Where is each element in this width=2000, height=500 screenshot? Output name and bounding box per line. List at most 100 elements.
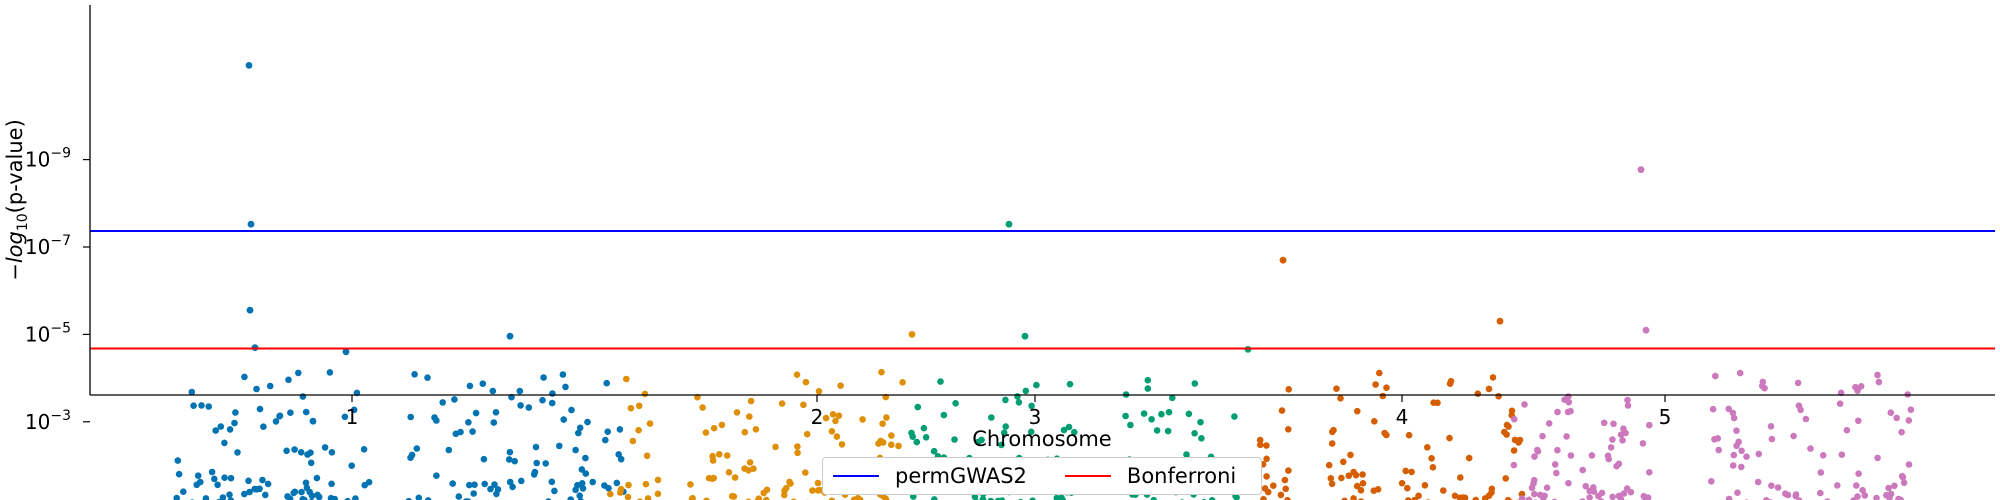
data-point xyxy=(470,490,478,497)
data-point xyxy=(1440,487,1447,494)
data-point xyxy=(1900,479,1908,487)
data-point xyxy=(487,485,494,493)
data-point xyxy=(746,413,753,420)
data-point xyxy=(299,393,307,400)
data-point xyxy=(1875,378,1883,386)
data-point xyxy=(260,423,267,431)
data-point xyxy=(778,400,786,407)
data-point xyxy=(1429,464,1437,471)
data-point xyxy=(856,496,864,500)
data-point xyxy=(567,496,574,500)
data-point xyxy=(1328,440,1336,447)
data-point xyxy=(1002,423,1009,430)
data-point xyxy=(1488,485,1496,493)
data-point xyxy=(584,418,591,426)
data-point xyxy=(716,451,723,458)
data-point xyxy=(730,493,738,500)
data-point xyxy=(1623,485,1631,492)
data-point xyxy=(572,486,579,494)
data-point xyxy=(455,493,463,500)
data-point xyxy=(314,491,321,499)
data-point xyxy=(654,476,662,484)
data-point xyxy=(266,382,274,390)
data-point xyxy=(525,404,533,411)
data-point-significant xyxy=(245,62,253,69)
data-point xyxy=(1730,414,1738,422)
data-point xyxy=(1582,482,1589,490)
data-point xyxy=(1792,492,1799,500)
data-point xyxy=(1481,495,1489,500)
data-point xyxy=(1620,425,1627,433)
data-point-significant xyxy=(246,306,254,314)
data-point xyxy=(568,406,575,414)
legend-label-permgwas2: permGWAS2 xyxy=(895,464,1027,488)
data-point xyxy=(291,446,298,453)
data-point xyxy=(1029,497,1036,500)
data-point xyxy=(272,418,280,425)
data-point xyxy=(1148,416,1155,423)
data-point xyxy=(232,409,239,416)
data-point xyxy=(479,380,487,388)
data-point xyxy=(613,479,621,487)
data-point xyxy=(1505,423,1512,430)
data-point xyxy=(173,494,180,500)
data-point xyxy=(1053,494,1061,500)
data-point xyxy=(302,408,310,416)
data-point xyxy=(302,479,310,487)
data-point xyxy=(245,477,252,485)
data-point xyxy=(291,488,299,496)
data-point xyxy=(605,484,612,492)
data-point xyxy=(449,480,457,487)
data-point xyxy=(1854,387,1861,395)
data-point xyxy=(1551,461,1559,468)
data-point xyxy=(234,449,241,456)
data-point xyxy=(1381,429,1388,437)
data-point xyxy=(859,416,866,423)
data-point xyxy=(190,402,197,410)
data-point xyxy=(1590,488,1598,495)
data-point xyxy=(211,475,218,483)
data-point xyxy=(1359,480,1367,487)
data-point xyxy=(531,468,539,476)
data-point xyxy=(1284,496,1291,500)
data-point xyxy=(198,402,205,409)
data-point xyxy=(1510,447,1518,454)
data-point xyxy=(602,436,609,444)
data-point xyxy=(1774,484,1782,491)
data-point xyxy=(1383,384,1390,392)
data-point xyxy=(1191,380,1199,387)
data-point xyxy=(1325,461,1333,469)
data-point xyxy=(1554,408,1561,416)
data-point xyxy=(539,396,546,404)
data-point xyxy=(1465,454,1473,462)
data-point xyxy=(313,474,321,482)
data-point xyxy=(1277,491,1285,499)
data-point xyxy=(772,443,779,451)
data-point xyxy=(1144,376,1152,384)
data-point xyxy=(532,443,540,451)
data-point xyxy=(1261,485,1269,492)
data-point xyxy=(781,491,788,499)
data-point xyxy=(800,401,807,409)
data-point xyxy=(654,490,662,498)
data-point xyxy=(878,368,885,376)
data-point xyxy=(533,459,540,467)
data-point xyxy=(754,497,761,500)
data-point xyxy=(1794,379,1802,387)
data-point xyxy=(1158,410,1165,418)
data-point xyxy=(617,489,624,496)
data-point xyxy=(1874,454,1881,462)
data-point xyxy=(1489,374,1497,381)
data-point xyxy=(687,481,694,488)
y-tick-label: 10−9 xyxy=(25,146,71,172)
data-point xyxy=(1185,410,1193,418)
data-point xyxy=(689,494,696,500)
data-point xyxy=(1415,492,1422,500)
data-point xyxy=(307,459,315,467)
data-point xyxy=(832,417,839,425)
data-point xyxy=(1510,415,1518,423)
data-point xyxy=(1352,471,1360,479)
data-point xyxy=(407,413,415,421)
data-point xyxy=(1624,396,1631,404)
data-point-significant xyxy=(1496,317,1504,325)
